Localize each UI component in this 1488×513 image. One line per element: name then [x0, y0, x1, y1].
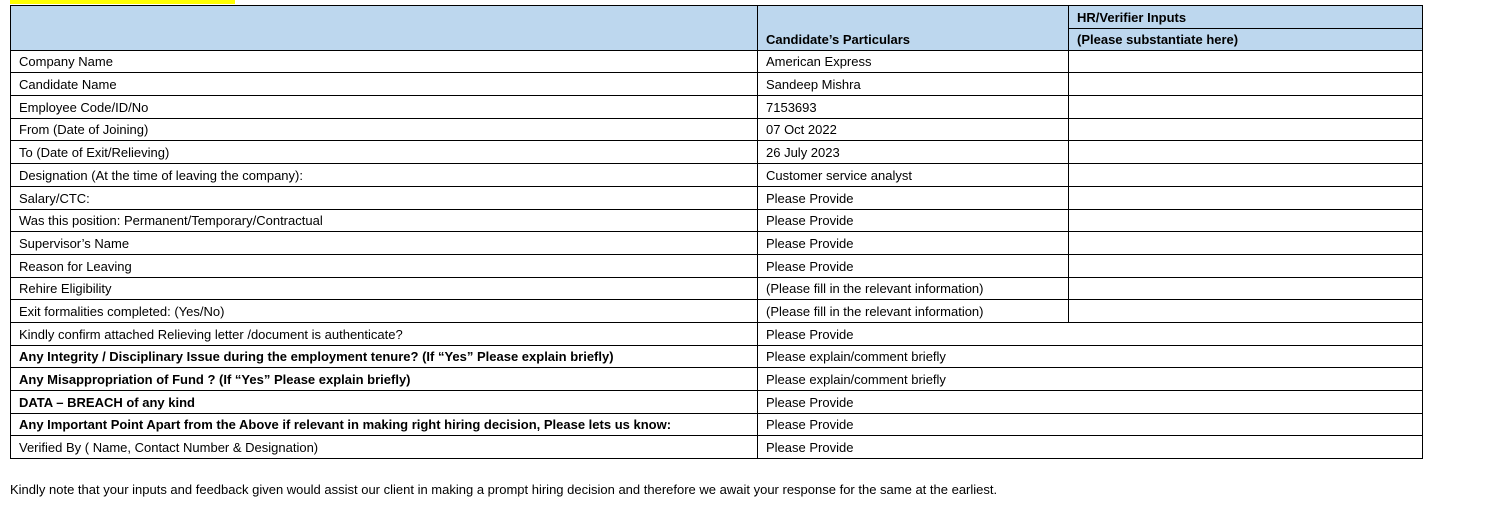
hr-input-cell[interactable]	[1068, 95, 1423, 119]
row-label: Kindly confirm attached Relieving letter…	[10, 321, 758, 346]
row-label: Exit formalities completed: (Yes/No)	[10, 299, 758, 323]
row-label: Employee Code/ID/No	[10, 95, 758, 119]
candidate-value[interactable]: Please Provide	[757, 412, 1423, 437]
table-row: Exit formalities completed: (Yes/No) (Ple…	[10, 299, 1423, 323]
row-label: Candidate Name	[10, 72, 758, 97]
table-row: Verified By ( Name, Contact Number & Des…	[10, 435, 1423, 460]
candidate-value[interactable]: 07 Oct 2022	[757, 117, 1069, 142]
header-row: Candidate’s Particulars HR/Verifier Inpu…	[10, 5, 1423, 51]
table-row: DATA – BREACH of any kind Please Provide	[10, 390, 1423, 414]
table-row: To (Date of Exit/Relieving) 26 July 2023	[10, 140, 1423, 165]
candidate-value[interactable]: Please Provide	[757, 390, 1423, 414]
candidate-value[interactable]: Please explain/comment briefly	[757, 367, 1423, 391]
row-label: Any Integrity / Disciplinary Issue durin…	[10, 344, 758, 369]
table-row: Supervisor’s Name Please Provide	[10, 231, 1423, 255]
hr-input-cell[interactable]	[1068, 231, 1423, 255]
row-label: Salary/CTC:	[10, 185, 758, 210]
hr-input-cell[interactable]	[1068, 163, 1423, 187]
hr-input-cell[interactable]	[1068, 140, 1423, 165]
candidate-value[interactable]: Please Provide	[757, 321, 1423, 346]
candidate-value[interactable]: Sandeep Mishra	[757, 72, 1069, 97]
header-substantiate: (Please substantiate here)	[1068, 27, 1423, 51]
candidate-value[interactable]: 26 July 2023	[757, 140, 1069, 165]
table-row: Designation (At the time of leaving the …	[10, 163, 1423, 187]
hr-input-cell[interactable]	[1068, 185, 1423, 210]
row-label: Any Important Point Apart from the Above…	[10, 412, 758, 437]
candidate-value[interactable]: Customer service analyst	[757, 163, 1069, 187]
row-label: Verified By ( Name, Contact Number & Des…	[10, 435, 758, 460]
table-row: Any Important Point Apart from the Above…	[10, 412, 1423, 437]
row-label: Any Misappropriation of Fund ? (If “Yes”…	[10, 367, 758, 391]
table-row: Candidate Name Sandeep Mishra	[10, 72, 1423, 97]
row-label: Designation (At the time of leaving the …	[10, 163, 758, 187]
row-label: Company Name	[10, 49, 758, 74]
header-row-2: (Please substantiate here)	[11, 27, 1423, 51]
hr-input-cell[interactable]	[1068, 299, 1423, 323]
candidate-value[interactable]: (Please fill in the relevant information…	[757, 299, 1069, 323]
row-label: Rehire Eligibility	[10, 276, 758, 301]
row-label: Supervisor’s Name	[10, 231, 758, 255]
row-label: DATA – BREACH of any kind	[10, 390, 758, 414]
table-row: Rehire Eligibility (Please fill in the re…	[10, 276, 1423, 301]
candidate-value[interactable]: Please Provide	[757, 185, 1069, 210]
table-row: Kindly confirm attached Relieving letter…	[10, 321, 1423, 346]
table-row: Salary/CTC: Please Provide	[10, 185, 1423, 210]
verification-table: Candidate’s Particulars HR/Verifier Inpu…	[10, 5, 1423, 460]
header-candidate-particulars: Candidate’s Particulars	[757, 5, 1069, 51]
hr-input-cell[interactable]	[1068, 253, 1423, 278]
table-row: Company Name American Express	[10, 49, 1423, 74]
highlight-mark	[10, 0, 235, 4]
candidate-value[interactable]: American Express	[757, 49, 1069, 74]
hr-input-cell[interactable]	[1068, 49, 1423, 74]
table-row: Was this position: Permanent/Temporary/C…	[10, 208, 1423, 233]
candidate-value[interactable]: Please Provide	[757, 208, 1069, 233]
footer-note: Kindly note that your inputs and feedbac…	[10, 482, 998, 497]
table-row: Any Integrity / Disciplinary Issue durin…	[10, 344, 1423, 369]
candidate-value[interactable]: Please Provide	[757, 253, 1069, 278]
table-row: Any Misappropriation of Fund ? (If “Yes”…	[10, 367, 1423, 391]
candidate-value[interactable]: 7153693	[757, 95, 1069, 119]
row-label: Was this position: Permanent/Temporary/C…	[10, 208, 758, 233]
hr-input-cell[interactable]	[1068, 276, 1423, 301]
candidate-value[interactable]: Please Provide	[757, 231, 1069, 255]
header-blank	[10, 5, 758, 51]
table-row: Reason for Leaving Please Provide	[10, 253, 1423, 278]
row-label: Reason for Leaving	[10, 253, 758, 278]
header-hr-inputs: HR/Verifier Inputs	[1068, 5, 1423, 29]
hr-input-cell[interactable]	[1068, 208, 1423, 233]
hr-input-cell[interactable]	[1068, 72, 1423, 97]
table-row: From (Date of Joining) 07 Oct 2022	[10, 117, 1423, 142]
row-label: From (Date of Joining)	[10, 117, 758, 142]
table-row: Employee Code/ID/No 7153693	[10, 95, 1423, 119]
candidate-value[interactable]: Please explain/comment briefly	[757, 344, 1423, 369]
candidate-value[interactable]: (Please fill in the relevant information…	[757, 276, 1069, 301]
candidate-value[interactable]: Please Provide	[757, 435, 1423, 460]
hr-input-cell[interactable]	[1068, 117, 1423, 142]
row-label: To (Date of Exit/Relieving)	[10, 140, 758, 165]
